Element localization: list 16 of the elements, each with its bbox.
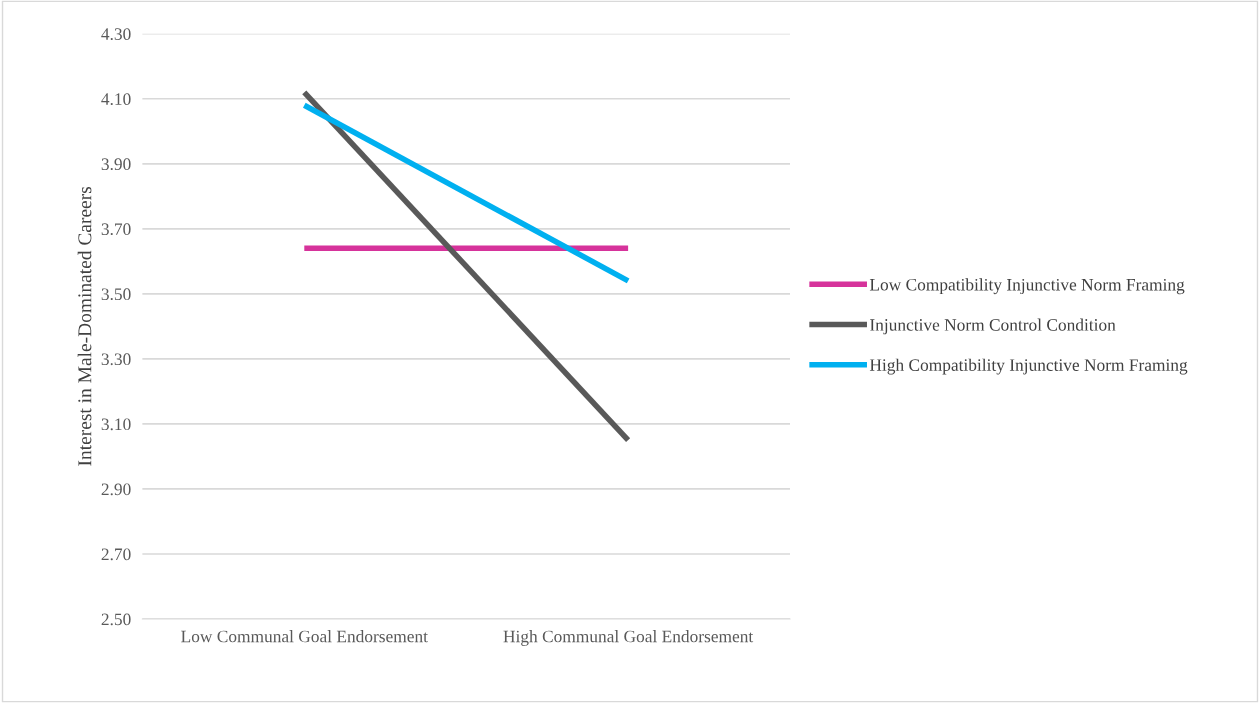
legend-label: High Compatibility Injunctive Norm Framing — [869, 358, 1188, 375]
legend-label: Injunctive Norm Control Condition — [870, 318, 1116, 335]
y-tick-label: 4.30 — [101, 28, 131, 41]
y-axis-title: Interest in Male-Dominated Careers — [77, 186, 92, 466]
y-tick-label: 4.10 — [101, 93, 131, 106]
y-tick-label: 3.10 — [101, 418, 131, 431]
y-tick-label: 2.70 — [101, 548, 131, 561]
x-tick-label: High Communal Goal Endorsement — [503, 630, 754, 646]
y-tick-label: 3.70 — [101, 223, 131, 236]
y-tick-label: 3.30 — [101, 353, 131, 366]
y-tick-label: 3.50 — [101, 288, 131, 301]
y-tick-label: 3.90 — [101, 158, 131, 171]
y-tick-label: 2.50 — [101, 613, 131, 626]
x-tick-label: Low Communal Goal Endorsement — [181, 630, 428, 643]
y-tick-label: 2.90 — [101, 483, 131, 496]
legend-label: Low Compatibility Injunctive Norm Framing — [869, 278, 1185, 295]
